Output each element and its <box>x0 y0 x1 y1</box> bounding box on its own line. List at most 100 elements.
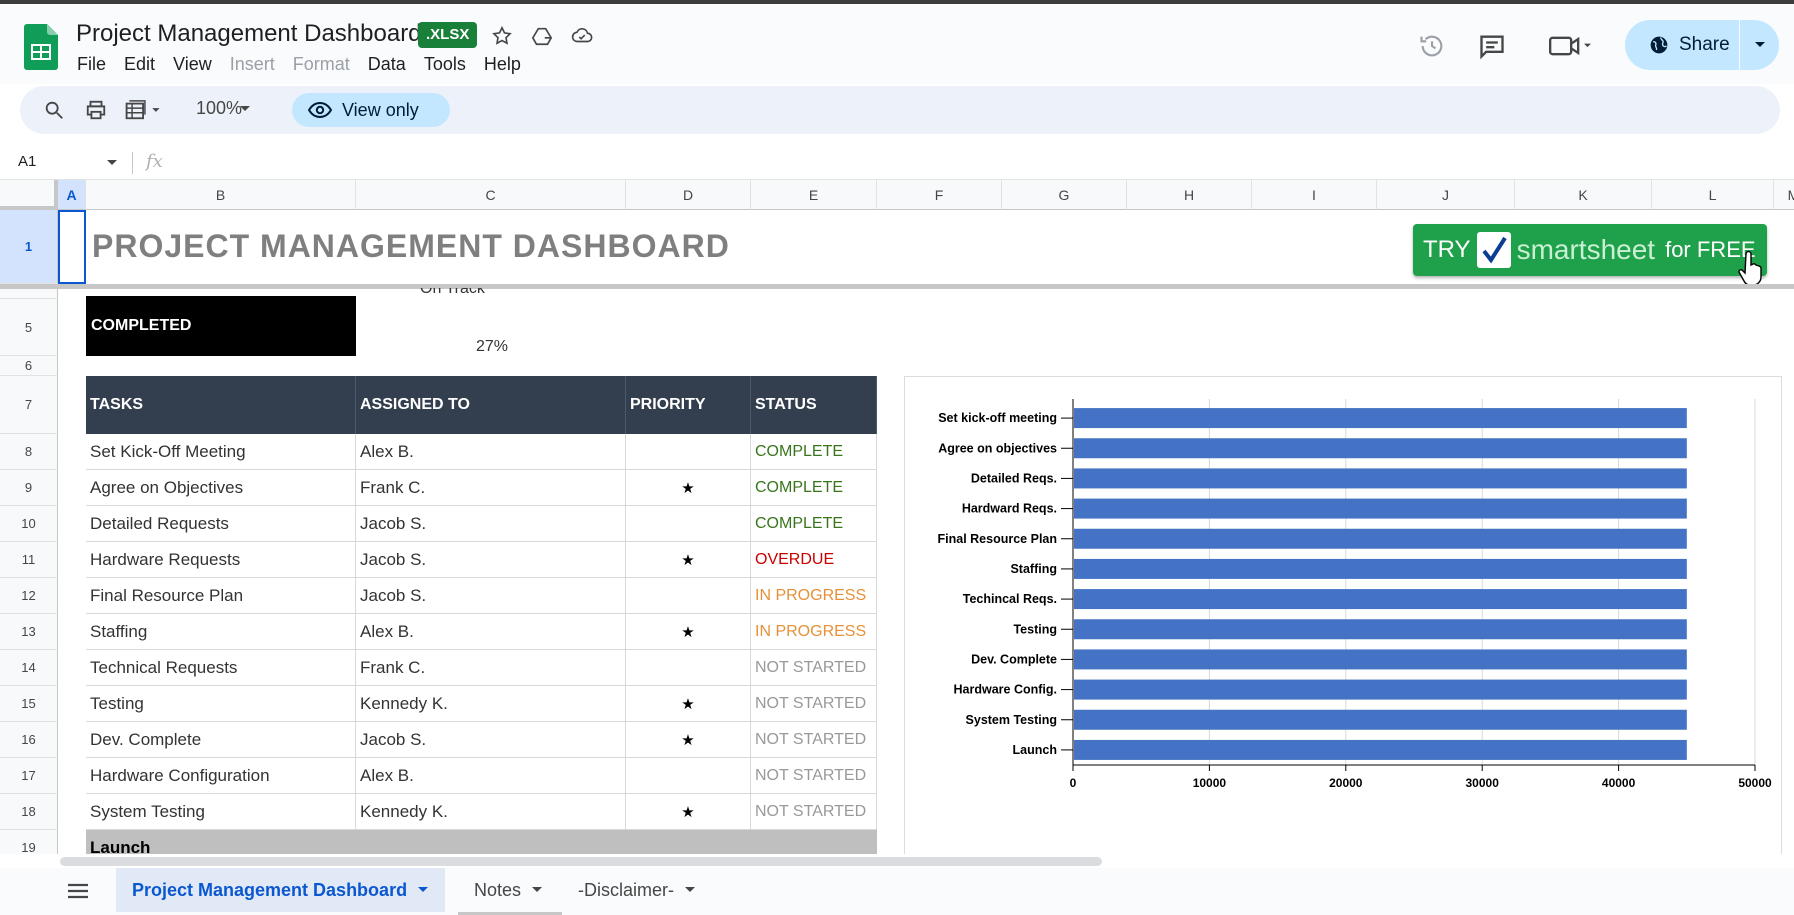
row-header-15[interactable]: 15 <box>0 686 58 722</box>
completed-percent: 27% <box>476 338 509 355</box>
column-header-a[interactable]: A <box>58 180 86 210</box>
chart-bar[interactable] <box>1074 739 1687 760</box>
cloud-status-icon[interactable] <box>568 22 596 50</box>
all-sheets-menu-icon[interactable] <box>64 880 92 902</box>
tab-notes[interactable]: Notes <box>458 868 559 912</box>
chart-bar[interactable] <box>1074 408 1687 429</box>
select-format-icon[interactable] <box>120 96 168 124</box>
star-icon[interactable] <box>488 22 516 50</box>
row-header-6[interactable]: 6 <box>0 356 58 376</box>
x-tick-label: 10000 <box>1193 776 1227 790</box>
row-header-19[interactable]: 19 <box>0 830 58 854</box>
column-header-c[interactable]: C <box>356 180 626 210</box>
row-header-14[interactable]: 14 <box>0 650 58 686</box>
move-to-drive-icon[interactable] <box>528 22 556 50</box>
share-button-main[interactable]: Share <box>1625 20 1739 70</box>
version-history-icon[interactable] <box>1412 28 1452 64</box>
row-header-12[interactable]: 12 <box>0 578 58 614</box>
share-button[interactable]: Share <box>1625 20 1779 70</box>
row-header-17[interactable]: 17 <box>0 758 58 794</box>
name-box[interactable]: A1 <box>18 153 37 170</box>
menu-format[interactable]: Format <box>292 54 350 74</box>
column-header-f[interactable]: F <box>877 180 1002 210</box>
menu-insert[interactable]: Insert <box>229 54 275 74</box>
column-header-m[interactable]: M <box>1774 180 1794 210</box>
row-header-4[interactable] <box>0 289 58 299</box>
menu-file[interactable]: File <box>77 54 107 74</box>
column-header-h[interactable]: H <box>1127 180 1252 210</box>
chart-bar[interactable] <box>1074 468 1687 489</box>
priority-cell: ★ <box>626 686 751 722</box>
try-smartsheet-banner[interactable]: TRY smartsheet for FREE <box>1413 224 1767 286</box>
column-header-k[interactable]: K <box>1515 180 1652 210</box>
tab-label: Project Management Dashboard <box>132 879 408 900</box>
priority-cell <box>626 650 751 686</box>
meet-video-icon[interactable] <box>1540 28 1600 64</box>
task-chart[interactable]: 0 10000 20000 30000 40000 50000 Set kick-off m… <box>904 376 1782 854</box>
x-tick-label: 50000 <box>1738 776 1772 790</box>
chart-bar[interactable] <box>1074 498 1687 519</box>
row-header-1[interactable]: 1 <box>0 210 58 284</box>
row-header-16[interactable]: 16 <box>0 722 58 758</box>
row-header-8[interactable]: 8 <box>0 434 58 470</box>
dashboard-title: PROJECT MANAGEMENT DASHBOARD <box>92 228 730 264</box>
row-header-11[interactable]: 11 <box>0 542 58 578</box>
row-header-18[interactable]: 18 <box>0 794 58 830</box>
menu-view[interactable]: View <box>173 54 212 74</box>
frozen-row-divider[interactable] <box>0 284 1794 289</box>
share-dropdown-button[interactable] <box>1740 40 1779 50</box>
x-tick-label: 40000 <box>1602 776 1636 790</box>
column-header-b[interactable]: B <box>86 180 356 210</box>
status-cell: NOT STARTED <box>751 758 877 794</box>
tab-chevron-down-icon[interactable] <box>684 886 696 894</box>
row-header-10[interactable]: 10 <box>0 506 58 542</box>
notes-tab-underline <box>458 912 562 915</box>
tab-chevron-down-icon[interactable] <box>531 886 543 894</box>
print-icon[interactable] <box>82 96 110 124</box>
selected-cell-a1[interactable] <box>58 210 86 284</box>
chart-bar[interactable] <box>1074 649 1687 670</box>
chart-bar[interactable] <box>1074 679 1687 700</box>
chart-bar[interactable] <box>1074 528 1687 549</box>
row-header-7[interactable]: 7 <box>0 376 58 434</box>
zoom-chevron-down-icon[interactable] <box>238 104 252 114</box>
column-header-i[interactable]: I <box>1252 180 1377 210</box>
menu-help[interactable]: Help <box>483 54 521 74</box>
chart-bar[interactable] <box>1074 589 1687 610</box>
column-header-d[interactable]: D <box>626 180 751 210</box>
sheets-logo-icon[interactable] <box>24 24 58 70</box>
chart-bar[interactable] <box>1074 619 1687 640</box>
name-box-chevron-down-icon[interactable] <box>105 156 119 170</box>
zoom-select[interactable]: 100% <box>196 98 243 118</box>
task-cell: Detailed Requests <box>86 506 356 542</box>
column-header-j[interactable]: J <box>1377 180 1515 210</box>
document-title[interactable]: Project Management Dashboard <box>76 20 422 47</box>
tab-project-management-dashboard[interactable]: Project Management Dashboard <box>116 868 446 912</box>
row-header-9[interactable]: 9 <box>0 470 58 506</box>
select-all-corner[interactable] <box>0 180 58 210</box>
search-icon[interactable] <box>40 96 68 124</box>
comments-icon[interactable] <box>1472 28 1512 64</box>
tab-chevron-down-icon[interactable] <box>417 886 429 894</box>
status-cell: NOT STARTED <box>751 722 877 758</box>
menu-edit[interactable]: Edit <box>124 54 156 74</box>
menu-data[interactable]: Data <box>367 54 406 74</box>
assigned-cell: Kennedy K. <box>356 686 626 722</box>
task-cell: Final Resource Plan <box>86 578 356 614</box>
column-header-l[interactable]: L <box>1652 180 1774 210</box>
column-header-g[interactable]: G <box>1002 180 1127 210</box>
chart-bar[interactable] <box>1074 438 1687 459</box>
view-only-button[interactable]: View only <box>292 93 450 127</box>
chart-bar[interactable] <box>1074 558 1687 579</box>
tab-disclaimer[interactable]: -Disclaimer- <box>562 868 712 912</box>
row-header-13[interactable]: 13 <box>0 614 58 650</box>
horizontal-scrollbar[interactable] <box>60 857 1102 866</box>
menu-tools[interactable]: Tools <box>423 54 466 74</box>
chart-bar[interactable] <box>1074 709 1687 730</box>
category-label: Staffing <box>1010 562 1057 576</box>
row-header-5[interactable]: 5 <box>0 299 58 356</box>
column-header-e[interactable]: E <box>751 180 877 210</box>
spreadsheet-grid[interactable]: A B C D E F G H I J K L M 1 5 6 7 8 9 10… <box>0 180 1794 854</box>
tab-label: -Disclaimer- <box>578 879 674 900</box>
assigned-cell: Jacob S. <box>356 542 626 578</box>
